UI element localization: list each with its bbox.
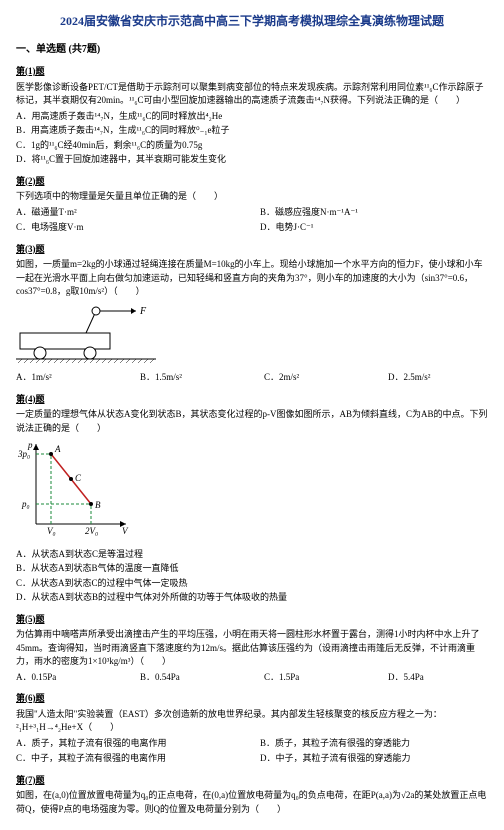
section-1-heading: 一、单选题 (共7题)	[16, 42, 488, 57]
svg-text:2V₀: 2V₀	[85, 526, 98, 536]
svg-text:C: C	[75, 473, 82, 483]
q7-stem: 如图，在(a,0)位置放置电荷量为q₀的正点电荷，在(0,a)位置放电荷量为q₀…	[16, 789, 488, 816]
q2-opt-c: C．电场强度V·m	[16, 221, 244, 235]
q4-opt-c: C．从状态A到状态C的过程中气体一定吸热	[16, 577, 488, 591]
q3-opt-a: A．1m/s²	[16, 371, 116, 385]
q3-opt-c: C．2m/s²	[264, 371, 364, 385]
q1-stem: 医学影像诊断设备PET/CT是借助于示踪剂可以聚集到病变部位的特点来发现疾病。示…	[16, 81, 488, 108]
q2-opt-a: A．磁通量T·m²	[16, 206, 244, 220]
q3-stem: 如图，一质量m=2kg的小球通过轻绳连接在质量M=10kg的小车上。现给小球施加…	[16, 258, 488, 299]
q6-opt-a: A．质子，其粒子流有很强的电离作用	[16, 737, 244, 751]
q1-opt-a: A．用高速质子轰击¹⁴₇N，生成¹¹₆C的同时释放出⁴₂He	[16, 110, 488, 124]
q6-opt-d: D．中子，其粒子流有很强的穿透能力	[260, 752, 488, 766]
svg-text:A: A	[54, 444, 61, 454]
q5-opt-a: A．0.15Pa	[16, 671, 116, 685]
q2-head: 第(2)题	[16, 175, 488, 189]
svg-text:F: F	[139, 306, 147, 317]
svg-text:3p₀: 3p₀	[17, 449, 30, 459]
q1-opt-d: D．将¹¹₆C置于回旋加速器中，其半衰期可能发生变化	[16, 153, 488, 167]
q3-head: 第(3)题	[16, 243, 488, 257]
q4-opt-a: A．从状态A到状态C是等温过程	[16, 548, 488, 562]
q4-stem: 一定质量的理想气体从状态A变化到状态B，其状态变化过程的p-V图像如图所示，AB…	[16, 408, 488, 435]
q6-stem: 我国"人造太阳"实验装置（EAST）多次创造新的放电世界纪录。其内部发生轻核聚变…	[16, 708, 488, 735]
svg-text:B: B	[95, 500, 101, 510]
q5-head: 第(5)题	[16, 613, 488, 627]
q1-head: 第(1)题	[16, 65, 488, 79]
q1-opt-c: C．1g的¹¹₆C经40min后，剩余¹¹₆C的质量为0.75g	[16, 139, 488, 153]
q3-opt-b: B．1.5m/s²	[140, 371, 240, 385]
q2-stem: 下列选项中的物理量是矢量且单位正确的是（ ）	[16, 190, 488, 204]
q3-figure: F	[16, 303, 488, 368]
q2-opt-d: D．电势J·C⁻¹	[260, 221, 488, 235]
exam-title: 2024届安徽省安庆市示范高中高三下学期高考模拟理综全真演练物理试题	[16, 12, 488, 30]
q5-opt-b: B．0.54Pa	[140, 671, 240, 685]
svg-text:V: V	[122, 526, 129, 536]
q4-figure: pV3p₀p₀V₀2V₀ABC	[16, 439, 488, 544]
q5-opt-d: D．5.4Pa	[388, 671, 488, 685]
q4-head: 第(4)题	[16, 393, 488, 407]
svg-text:p₀: p₀	[21, 499, 30, 509]
q2-opt-b: B．磁感应强度N·m⁻¹A⁻¹	[260, 206, 488, 220]
q7-head: 第(7)题	[16, 774, 488, 788]
q5-stem: 为估算雨中嘀嗒声所承受出滴撞击产生的平均压强，小明在雨天将一圆柱形水杯置于露台，…	[16, 628, 488, 669]
q1-opt-b: B．用高速质子轰击¹⁴₇N，生成¹¹₆C的同时释放⁰₋₁e粒子	[16, 124, 488, 138]
q6-head: 第(6)题	[16, 692, 488, 706]
q6-opt-b: B．质子，其粒子流有很强的穿透能力	[260, 737, 488, 751]
q4-opt-d: D．从状态A到状态B的过程中气体对外所做的功等于气体吸收的热量	[16, 591, 488, 605]
q5-opt-c: C．1.5Pa	[264, 671, 364, 685]
q4-opt-b: B．从状态A到状态B气体的温度一直降低	[16, 562, 488, 576]
q6-opt-c: C．中子，其粒子流有很强的电离作用	[16, 752, 244, 766]
q3-opt-d: D．2.5m/s²	[388, 371, 488, 385]
svg-text:V₀: V₀	[47, 526, 56, 536]
